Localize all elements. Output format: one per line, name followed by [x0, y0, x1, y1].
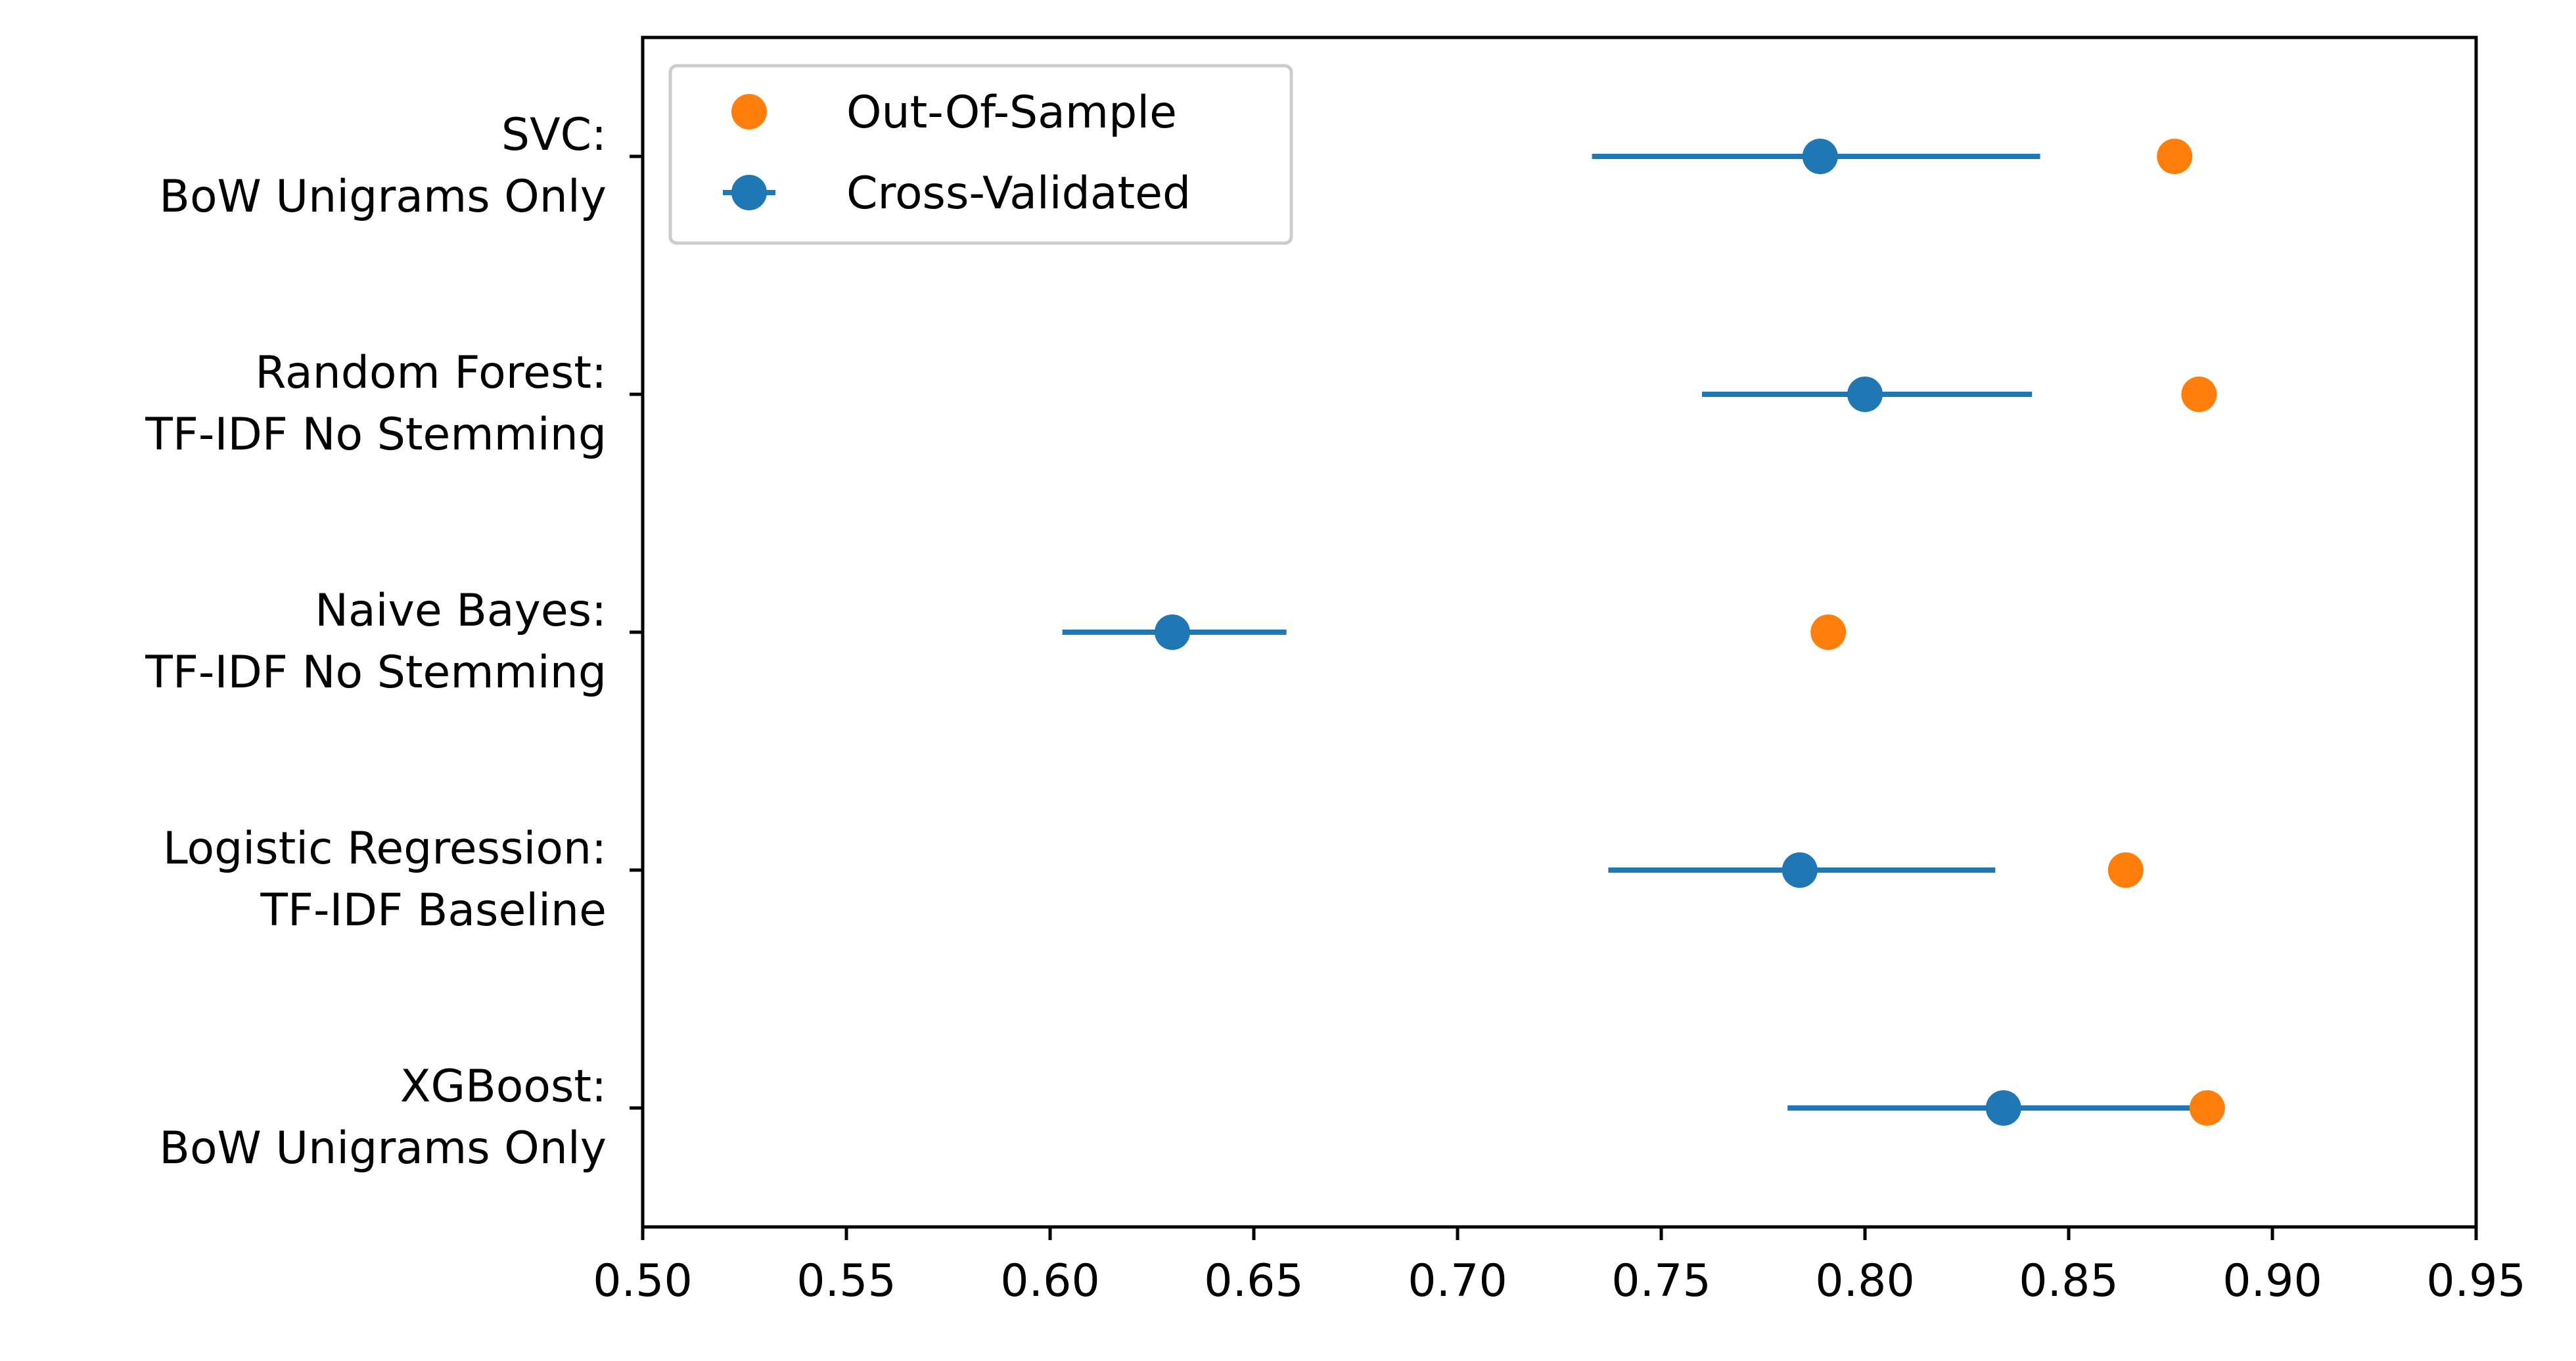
- category-label: TF-IDF No Stemming: [145, 409, 607, 461]
- legend: Out-Of-Sample Cross-Validated: [668, 64, 1293, 245]
- x-tick-label: 0.50: [593, 1255, 692, 1307]
- legend-label-out-of-sample: Out-Of-Sample: [846, 87, 1177, 139]
- category-label: BoW Unigrams Only: [159, 1122, 607, 1174]
- x-tick-label: 0.85: [2019, 1255, 2118, 1307]
- category-label: BoW Unigrams Only: [159, 171, 607, 223]
- cross-validated-point: [1985, 1090, 2021, 1126]
- x-axis: 0.50 0.55 0.60 0.65 0.70 0.75 0.80 0.85 0.90 0.95: [593, 1227, 2526, 1307]
- legend-marker-cross-validated: [731, 175, 767, 210]
- x-tick-label: 0.90: [2222, 1255, 2322, 1307]
- cross-validated-point: [1782, 852, 1818, 888]
- category-label: SVC:: [501, 109, 607, 161]
- x-tick-label: 0.55: [796, 1255, 896, 1307]
- legend-box: [668, 64, 1293, 245]
- x-tick-label: 0.75: [1611, 1255, 1711, 1307]
- out-of-sample-point: [2181, 377, 2217, 412]
- category-label: TF-IDF No Stemming: [145, 647, 607, 699]
- y-axis: SVC: BoW Unigrams Only Random Forest: TF-ID…: [145, 109, 643, 1174]
- out-of-sample-point: [2157, 139, 2193, 174]
- category-label: Naive Bayes:: [315, 585, 607, 637]
- category-label: XGBoost:: [400, 1061, 607, 1113]
- x-tick-label: 0.95: [2426, 1255, 2525, 1307]
- out-of-sample-point: [1810, 614, 1847, 650]
- cross-validated-point: [1847, 377, 1883, 412]
- category-label: Logistic Regression:: [163, 823, 607, 875]
- x-tick-label: 0.60: [1000, 1255, 1099, 1307]
- cross-validated-point: [1802, 139, 1838, 174]
- x-tick-label: 0.70: [1408, 1255, 1507, 1307]
- legend-label-cross-validated: Cross-Validated: [846, 168, 1191, 219]
- legend-marker-out-of-sample: [731, 94, 767, 129]
- cross-validated-point: [1155, 614, 1190, 650]
- out-of-sample-point: [2189, 1090, 2225, 1126]
- data-markers: [1155, 139, 2225, 1126]
- category-label: Random Forest:: [255, 347, 607, 399]
- category-label: TF-IDF Baseline: [260, 885, 607, 936]
- x-tick-label: 0.80: [1815, 1255, 1914, 1307]
- x-tick-label: 0.65: [1204, 1255, 1303, 1307]
- out-of-sample-point: [2107, 852, 2144, 888]
